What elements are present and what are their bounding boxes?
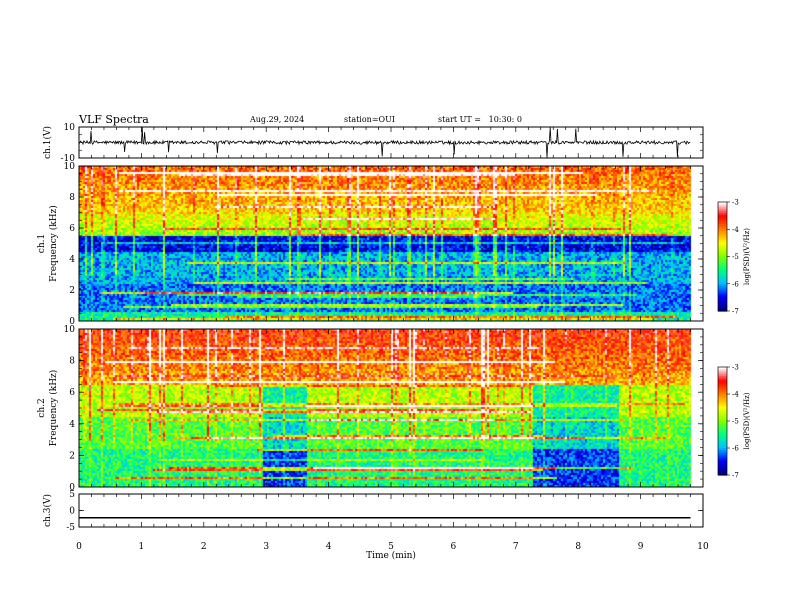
- waveform-ch3-panel: 5 0 -5 ch.3(V): [42, 490, 704, 533]
- spectrogram-ch1-image: [79, 166, 703, 321]
- x-tick-label: 9: [638, 542, 644, 552]
- y-tick-label: 8: [69, 357, 75, 367]
- colorbar-ch2: -3 -4 -5 -6 -7 log(PSD)(V²/Hz): [717, 364, 751, 480]
- x-tick-label: 8: [575, 542, 581, 552]
- colorbar-tick-label: -3: [732, 364, 739, 372]
- colorbar-tick-label: -6: [732, 445, 739, 453]
- x-tick-label: 2: [201, 542, 207, 552]
- station-label: station=OUI: [344, 115, 395, 124]
- x-tick-label: 1: [139, 542, 145, 552]
- y-tick-label: 4: [69, 255, 75, 265]
- x-tick-label: 5: [388, 542, 394, 552]
- y-tick-label: 0: [69, 317, 75, 327]
- waveform-ch1-panel: 10 -10 ch.1(V): [42, 123, 704, 164]
- spectrogram-ch2-ylabel-freq: Frequency (kHz): [48, 370, 59, 447]
- y-tick-label: 10: [64, 123, 76, 133]
- x-tick-label: 7: [513, 542, 519, 552]
- spectrogram-ch2-image: [79, 329, 703, 487]
- x-tick-label: 10: [697, 542, 709, 552]
- colorbar-title: log(PSD)(V²/Hz): [743, 392, 751, 449]
- y-tick-label: 2: [69, 286, 75, 296]
- colorbar-ch1: -3 -4 -5 -6 -7 log(PSD)(V²/Hz): [717, 199, 751, 316]
- colorbar-title: log(PSD)(V²/Hz): [743, 228, 751, 285]
- y-tick-label: 6: [69, 224, 75, 234]
- spectrogram-ch2-panel: 0 2 4 6 8 10 ch.2 Frequency (kHz): [37, 325, 704, 493]
- colorbar-tick-label: -3: [732, 199, 739, 207]
- y-tick-label: 6: [69, 388, 75, 398]
- y-tick-label: -10: [61, 154, 76, 164]
- colorbar-tick-label: -5: [732, 253, 739, 261]
- y-tick-label: -5: [66, 523, 75, 533]
- x-tick-label: 3: [263, 542, 269, 552]
- y-tick-label: 2: [69, 451, 75, 461]
- colorbar-tick-label: -7: [732, 308, 739, 316]
- ch1-waveform-trace: [78, 126, 691, 158]
- y-tick-label: 10: [64, 162, 76, 172]
- colorbar-tick-label: -6: [732, 280, 739, 288]
- y-tick-label: 0: [69, 507, 75, 517]
- x-tick-label: 4: [326, 542, 332, 552]
- ch3-waveform-ylabel: ch.3(V): [42, 494, 53, 527]
- colorbar-tick-label: -7: [732, 472, 739, 480]
- time-axis: 0 1 2 3 4 5 6 7 8 9 10 Time (min): [76, 542, 709, 561]
- x-axis-title: Time (min): [366, 550, 416, 561]
- date-label: Aug.29, 2024: [249, 115, 304, 124]
- spectrogram-ch2-ylabel-channel: ch.2: [37, 398, 47, 417]
- y-tick-label: 10: [64, 325, 76, 335]
- x-tick-label: 0: [76, 542, 82, 552]
- x-tick-label: 6: [451, 542, 457, 552]
- colorbar-tick-label: -4: [732, 391, 739, 399]
- spectrogram-ch1-ylabel-freq: Frequency (kHz): [48, 205, 59, 282]
- spectrogram-ch1-panel: 0 2 4 6 8 10 ch.1 Frequency (kHz): [37, 162, 704, 327]
- ch1-waveform-ylabel: ch.1(V): [42, 126, 53, 159]
- spectrogram-ch1-ylabel-channel: ch.1: [37, 234, 47, 253]
- y-tick-label: 0: [69, 483, 75, 493]
- y-tick-label: 5: [69, 490, 75, 500]
- start-ut-label: start UT = 10:30: 0: [438, 115, 522, 124]
- y-tick-label: 4: [69, 420, 75, 430]
- colorbar-tick-label: -5: [732, 418, 739, 426]
- figure-title: VLF Spectra: [78, 113, 149, 126]
- y-tick-label: 8: [69, 193, 75, 203]
- colorbar-tick-label: -4: [732, 226, 739, 234]
